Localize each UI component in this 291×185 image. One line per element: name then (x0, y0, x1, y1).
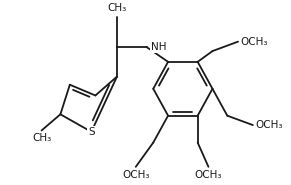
Text: OCH₃: OCH₃ (195, 169, 222, 179)
Text: S: S (88, 127, 95, 137)
Text: CH₃: CH₃ (32, 133, 51, 143)
Text: OCH₃: OCH₃ (255, 120, 283, 130)
Text: NH: NH (150, 42, 166, 52)
Text: OCH₃: OCH₃ (241, 37, 268, 47)
Text: CH₃: CH₃ (107, 3, 127, 13)
Text: OCH₃: OCH₃ (122, 169, 150, 179)
